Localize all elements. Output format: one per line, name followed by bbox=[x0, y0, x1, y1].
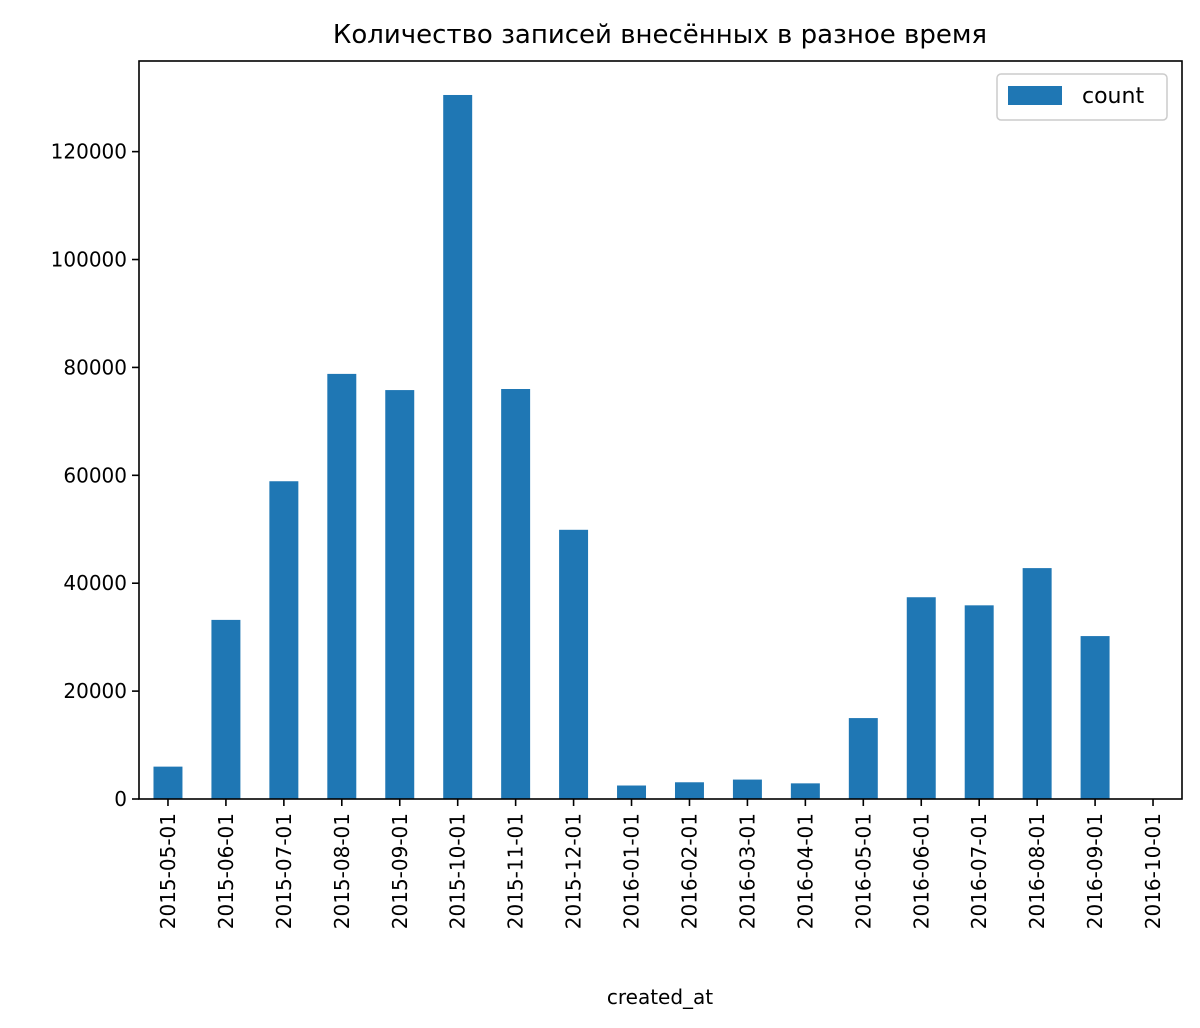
x-tick-label: 2015-09-01 bbox=[388, 813, 412, 929]
legend-swatch bbox=[1008, 86, 1062, 105]
bar-2016-09-01 bbox=[1080, 636, 1110, 799]
bars-layer bbox=[153, 94, 1110, 800]
bar-2016-03-01 bbox=[732, 779, 762, 799]
x-tick-label: 2016-07-01 bbox=[967, 813, 991, 929]
bar-2016-07-01 bbox=[964, 605, 994, 799]
x-tick-label: 2016-02-01 bbox=[677, 813, 701, 929]
bar-2015-12-01 bbox=[559, 529, 589, 799]
legend-box bbox=[996, 73, 1168, 121]
y-tick-label: 20000 bbox=[63, 679, 127, 703]
x-tick-label: 2015-08-01 bbox=[330, 813, 354, 929]
bar-2015-11-01 bbox=[501, 389, 531, 799]
x-tick-label: 2016-08-01 bbox=[1025, 813, 1049, 929]
bar-2016-08-01 bbox=[1022, 568, 1052, 799]
y-tick-label: 40000 bbox=[63, 571, 127, 595]
y-tick-label: 120000 bbox=[51, 140, 127, 164]
x-tick-label: 2016-10-01 bbox=[1141, 813, 1165, 929]
axes-layer: 0 20000 40000 60000 80000 100000 120000 2015-05… bbox=[51, 60, 1183, 929]
bar-2016-04-01 bbox=[790, 783, 820, 799]
x-tick-label: 2015-06-01 bbox=[214, 813, 238, 929]
x-tick-label: 2015-10-01 bbox=[446, 813, 470, 929]
x-tick-label: 2015-12-01 bbox=[562, 813, 586, 929]
bar-2015-10-01 bbox=[443, 94, 473, 800]
plot-frame bbox=[138, 60, 1183, 800]
chart-title: Количество записей внесённых в разное вр… bbox=[333, 20, 987, 50]
x-tick-label: 2016-06-01 bbox=[909, 813, 933, 929]
x-tick-label: 2015-11-01 bbox=[504, 813, 528, 929]
y-tick-label: 100000 bbox=[51, 248, 127, 272]
y-tick-label: 60000 bbox=[63, 463, 127, 487]
x-tick-label: 2016-01-01 bbox=[620, 813, 644, 929]
legend-label-count: count bbox=[1082, 84, 1144, 109]
bar-2015-07-01 bbox=[269, 481, 299, 799]
bar-2015-05-01 bbox=[153, 766, 183, 799]
x-tick-label: 2016-05-01 bbox=[851, 813, 875, 929]
bar-2015-08-01 bbox=[327, 373, 357, 799]
x-tick-label: 2016-04-01 bbox=[793, 813, 817, 929]
bar-2015-06-01 bbox=[211, 619, 241, 799]
x-tick-label: 2016-09-01 bbox=[1083, 813, 1107, 929]
y-tick-label: 0 bbox=[114, 787, 127, 811]
x-tick-label: 2015-05-01 bbox=[156, 813, 180, 929]
bar-2016-02-01 bbox=[674, 782, 704, 799]
bar-2016-06-01 bbox=[906, 597, 936, 799]
bar-2016-05-01 bbox=[848, 718, 878, 799]
x-tick-label: 2015-07-01 bbox=[272, 813, 296, 929]
x-axis-label: created_at bbox=[607, 985, 713, 1009]
x-tick-label: 2016-03-01 bbox=[735, 813, 759, 929]
bar-2015-09-01 bbox=[385, 390, 415, 799]
y-tick-label: 80000 bbox=[63, 355, 127, 379]
legend: count bbox=[996, 73, 1168, 121]
bar-2016-01-01 bbox=[617, 785, 647, 799]
